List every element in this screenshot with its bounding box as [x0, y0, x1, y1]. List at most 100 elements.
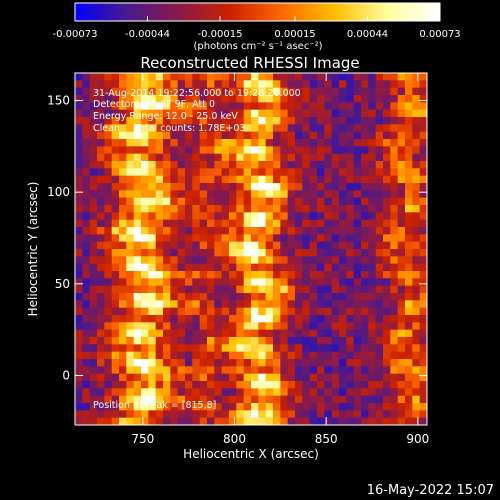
heatmap-cell: [236, 117, 244, 125]
heatmap-cell: [368, 388, 376, 396]
heatmap-cell: [287, 109, 296, 118]
heatmap-cell: [229, 73, 237, 81]
heatmap-cell: [89, 381, 98, 389]
heatmap-cell: [199, 161, 208, 169]
heatmap-cell: [390, 139, 398, 147]
heatmap-cell: [273, 234, 281, 242]
heatmap-cell: [126, 241, 134, 250]
heatmap-cell: [89, 256, 98, 264]
heatmap-cell: [412, 139, 420, 147]
heatmap-cell: [375, 329, 384, 338]
heatmap-cell: [383, 87, 391, 96]
heatmap-cell: [82, 271, 90, 279]
heatmap-cell: [236, 168, 244, 176]
heatmap-cell: [353, 117, 362, 125]
heatmap-cell: [368, 139, 376, 147]
heatmap-cell: [265, 410, 274, 418]
heatmap-cell: [141, 109, 149, 118]
heatmap-cell: [207, 146, 215, 154]
heatmap-cell: [214, 381, 222, 389]
heatmap-cell: [397, 168, 406, 176]
heatmap-cell: [317, 300, 325, 308]
heatmap-cell: [265, 322, 274, 330]
heatmap-cell: [287, 241, 296, 250]
heatmap-cell: [265, 241, 274, 250]
heatmap-cell: [405, 271, 413, 279]
heatmap-cell: [368, 381, 376, 389]
heatmap-cell: [207, 153, 215, 162]
heatmap-cell: [97, 197, 105, 206]
heatmap-cell: [170, 168, 178, 176]
heatmap-cell: [89, 293, 98, 301]
heatmap-cell: [339, 73, 347, 81]
heatmap-cell: [126, 417, 134, 426]
heatmap-cell: [199, 395, 208, 404]
heatmap-cell: [324, 322, 332, 330]
heatmap-cell: [280, 315, 288, 323]
heatmap-cell: [258, 307, 266, 316]
heatmap-cell: [199, 351, 208, 360]
heatmap-cell: [199, 381, 208, 389]
heatmap-cell: [317, 359, 325, 367]
heatmap-cell: [221, 73, 230, 81]
heatmap-cell: [375, 95, 384, 103]
heatmap-cell: [317, 109, 325, 118]
heatmap-cell: [331, 219, 340, 228]
heatmap-cell: [89, 95, 98, 103]
heatmap-cell: [309, 329, 318, 338]
heatmap-cell: [155, 351, 164, 360]
heatmap-cell: [273, 373, 281, 382]
heatmap-cell: [280, 183, 288, 191]
heatmap-cell: [375, 205, 384, 213]
heatmap-cell: [265, 87, 274, 96]
heatmap-cell: [383, 168, 391, 176]
heatmap-cell: [170, 146, 178, 154]
heatmap-cell: [236, 300, 244, 308]
heatmap-cell: [243, 329, 252, 338]
heatmap-cell: [185, 175, 193, 184]
heatmap-cell: [97, 234, 105, 242]
heatmap-cell: [170, 329, 178, 338]
heatmap-cell: [368, 417, 376, 426]
heatmap-cell: [243, 234, 252, 242]
heatmap-cell: [317, 117, 325, 125]
heatmap-cell: [119, 234, 127, 242]
heatmap-cell: [133, 80, 142, 88]
heatmap-cell: [339, 175, 347, 184]
heatmap-cell: [390, 87, 398, 96]
heatmap-cell: [280, 87, 288, 96]
heatmap-cell: [126, 117, 134, 125]
heatmap-cell: [236, 403, 244, 411]
heatmap-cell: [331, 139, 340, 147]
heatmap-cell: [302, 73, 310, 81]
heatmap-cell: [75, 293, 83, 301]
heatmap-cell: [361, 197, 369, 206]
heatmap-cell: [141, 168, 149, 176]
heatmap-cell: [295, 256, 303, 264]
heatmap-cell: [207, 95, 215, 103]
heatmap-cell: [258, 227, 266, 235]
heatmap-cell: [177, 293, 186, 301]
heatmap-cell: [339, 227, 347, 235]
heatmap-cell: [405, 293, 413, 301]
heatmap-cell: [302, 190, 310, 198]
heatmap-cell: [185, 139, 193, 147]
heatmap-cell: [199, 109, 208, 118]
heatmap-cell: [126, 395, 134, 404]
heatmap-cell: [273, 410, 281, 418]
heatmap-cell: [236, 109, 244, 118]
heatmap-cell: [141, 403, 149, 411]
heatmap-cell: [265, 293, 274, 301]
heatmap-cell: [368, 403, 376, 411]
colorbar-tick-label: 0.00073: [419, 29, 460, 40]
heatmap-cell: [405, 212, 413, 220]
heatmap-cell: [199, 227, 208, 235]
heatmap-cell: [126, 322, 134, 330]
heatmap-cell: [309, 205, 318, 213]
heatmap-cell: [155, 102, 164, 110]
heatmap-cell: [89, 87, 98, 96]
heatmap-cell: [302, 351, 310, 360]
heatmap-cell: [302, 117, 310, 125]
heatmap-cell: [390, 153, 398, 162]
heatmap-cell: [383, 403, 391, 411]
